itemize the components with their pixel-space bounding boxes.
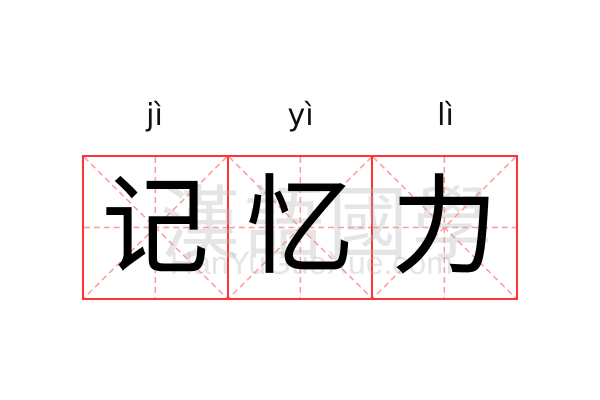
character-cell: 忆 [226,157,372,298]
grid-guide-lines [228,157,372,298]
character: 力 [390,164,499,290]
pinyin-2: yì [287,98,314,133]
character-grid: 记 忆 力 [82,155,518,300]
grid-guide-lines [373,157,517,298]
character-cell: 力 [371,157,517,298]
pinyin-1: jì [146,98,163,133]
pinyin-3: lì [437,98,454,133]
character: 忆 [246,164,355,290]
character: 记 [101,164,210,290]
character-cell: 记 [84,157,227,298]
grid-guide-lines [84,157,227,298]
